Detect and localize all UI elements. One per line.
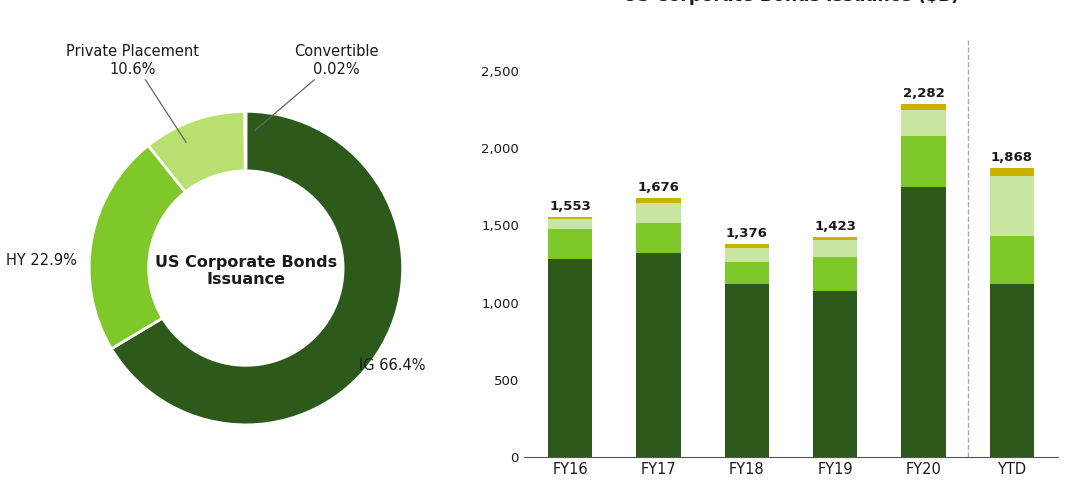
Bar (990, 236, 1034, 284)
Bar (636, 223, 681, 253)
Bar (725, 248, 769, 261)
Bar (901, 110, 946, 136)
Bar (636, 253, 681, 457)
Bar (990, 284, 1034, 457)
Text: HY 22.9%: HY 22.9% (5, 253, 77, 268)
Bar (548, 217, 592, 219)
Wedge shape (111, 111, 403, 425)
Text: IG 66.4%: IG 66.4% (359, 358, 425, 373)
Bar (725, 261, 769, 284)
Bar (548, 219, 592, 229)
Text: 1,553: 1,553 (549, 200, 591, 213)
Wedge shape (89, 146, 185, 349)
Text: 2,282: 2,282 (902, 87, 944, 100)
Text: 1,376: 1,376 (726, 227, 768, 240)
Bar (901, 187, 946, 457)
Wedge shape (149, 111, 245, 192)
Text: 1,868: 1,868 (991, 151, 1033, 164)
Bar (990, 176, 1034, 236)
Bar (901, 104, 946, 110)
Bar (548, 229, 592, 258)
Bar (725, 245, 769, 248)
Bar (636, 203, 681, 223)
Bar (814, 257, 857, 291)
Text: Private Placement
10.6%: Private Placement 10.6% (66, 44, 200, 143)
Bar (636, 198, 681, 203)
Text: US Corporate Bonds
Issuance: US Corporate Bonds Issuance (155, 255, 337, 287)
Text: 1,676: 1,676 (637, 181, 680, 194)
Bar (814, 237, 857, 240)
Bar (814, 291, 857, 457)
Bar (814, 240, 857, 257)
Bar (725, 284, 769, 457)
Text: Convertible
0.02%: Convertible 0.02% (255, 44, 379, 130)
Title: US Corporate Bonds Issuance ($B): US Corporate Bonds Issuance ($B) (623, 0, 959, 5)
Bar (548, 258, 592, 457)
Bar (990, 168, 1034, 176)
Bar (901, 136, 946, 187)
Text: 1,423: 1,423 (815, 220, 856, 233)
